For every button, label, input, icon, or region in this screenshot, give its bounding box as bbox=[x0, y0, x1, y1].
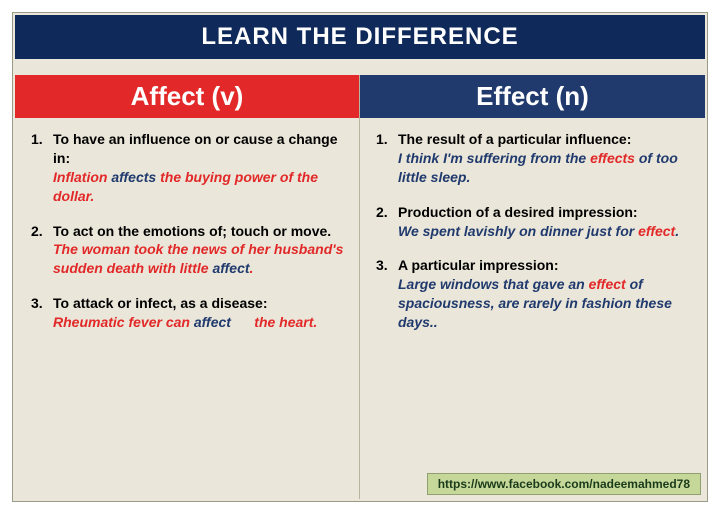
example-text: Large windows that gave an effect of spa… bbox=[398, 275, 691, 332]
affect-items: 1.To have an influence on or cause a cha… bbox=[15, 126, 359, 499]
keyword: effects bbox=[590, 150, 635, 166]
page-title: LEARN THE DIFFERENCE bbox=[15, 15, 705, 59]
effect-items: 1.The result of a particular influence:I… bbox=[360, 126, 705, 499]
definition-item: 1.The result of a particular influence:I… bbox=[376, 130, 691, 187]
definition-item: 2.Production of a desired impression:We … bbox=[376, 203, 691, 241]
columns-container: Affect (v) 1.To have an influence on or … bbox=[13, 75, 707, 501]
example-text: I think I'm suffering from the effects o… bbox=[398, 149, 691, 187]
keyword: affects bbox=[111, 169, 156, 185]
definition-text: To have an influence on or cause a chang… bbox=[53, 130, 345, 168]
item-number: 1. bbox=[376, 130, 394, 149]
item-number: 2. bbox=[31, 222, 49, 241]
definition-item: 2.To act on the emotions of; touch or mo… bbox=[31, 222, 345, 279]
item-number: 1. bbox=[31, 130, 49, 149]
keyword: affect bbox=[212, 260, 249, 276]
example-text: Rheumatic fever can affect the heart. bbox=[53, 313, 345, 332]
header-affect: Affect (v) bbox=[15, 75, 359, 118]
item-number: 3. bbox=[376, 256, 394, 275]
definition-text: Production of a desired impression: bbox=[398, 203, 691, 222]
example-text: We spent lavishly on dinner just for eff… bbox=[398, 222, 691, 241]
keyword: affect bbox=[194, 314, 231, 330]
definition-text: To act on the emotions of; touch or move… bbox=[53, 222, 345, 241]
definition-text: To attack or infect, as a disease: bbox=[53, 294, 345, 313]
column-affect: Affect (v) 1.To have an influence on or … bbox=[15, 75, 360, 499]
item-number: 3. bbox=[31, 294, 49, 313]
keyword: effect bbox=[589, 276, 626, 292]
header-effect: Effect (n) bbox=[360, 75, 705, 118]
example-text: Inflation affects the buying power of th… bbox=[53, 168, 345, 206]
example-text: The woman took the news of her husband's… bbox=[53, 240, 345, 278]
definition-item: 3.A particular impression:Large windows … bbox=[376, 256, 691, 332]
definition-text: A particular impression: bbox=[398, 256, 691, 275]
infographic-frame: LEARN THE DIFFERENCE Affect (v) 1.To hav… bbox=[12, 12, 708, 502]
definition-item: 1.To have an influence on or cause a cha… bbox=[31, 130, 345, 206]
item-number: 2. bbox=[376, 203, 394, 222]
definition-item: 3.To attack or infect, as a disease:Rheu… bbox=[31, 294, 345, 332]
keyword: effect bbox=[638, 223, 675, 239]
column-effect: Effect (n) 1.The result of a particular … bbox=[360, 75, 705, 499]
source-link[interactable]: https://www.facebook.com/nadeemahmed78 bbox=[427, 473, 701, 495]
definition-text: The result of a particular influence: bbox=[398, 130, 691, 149]
